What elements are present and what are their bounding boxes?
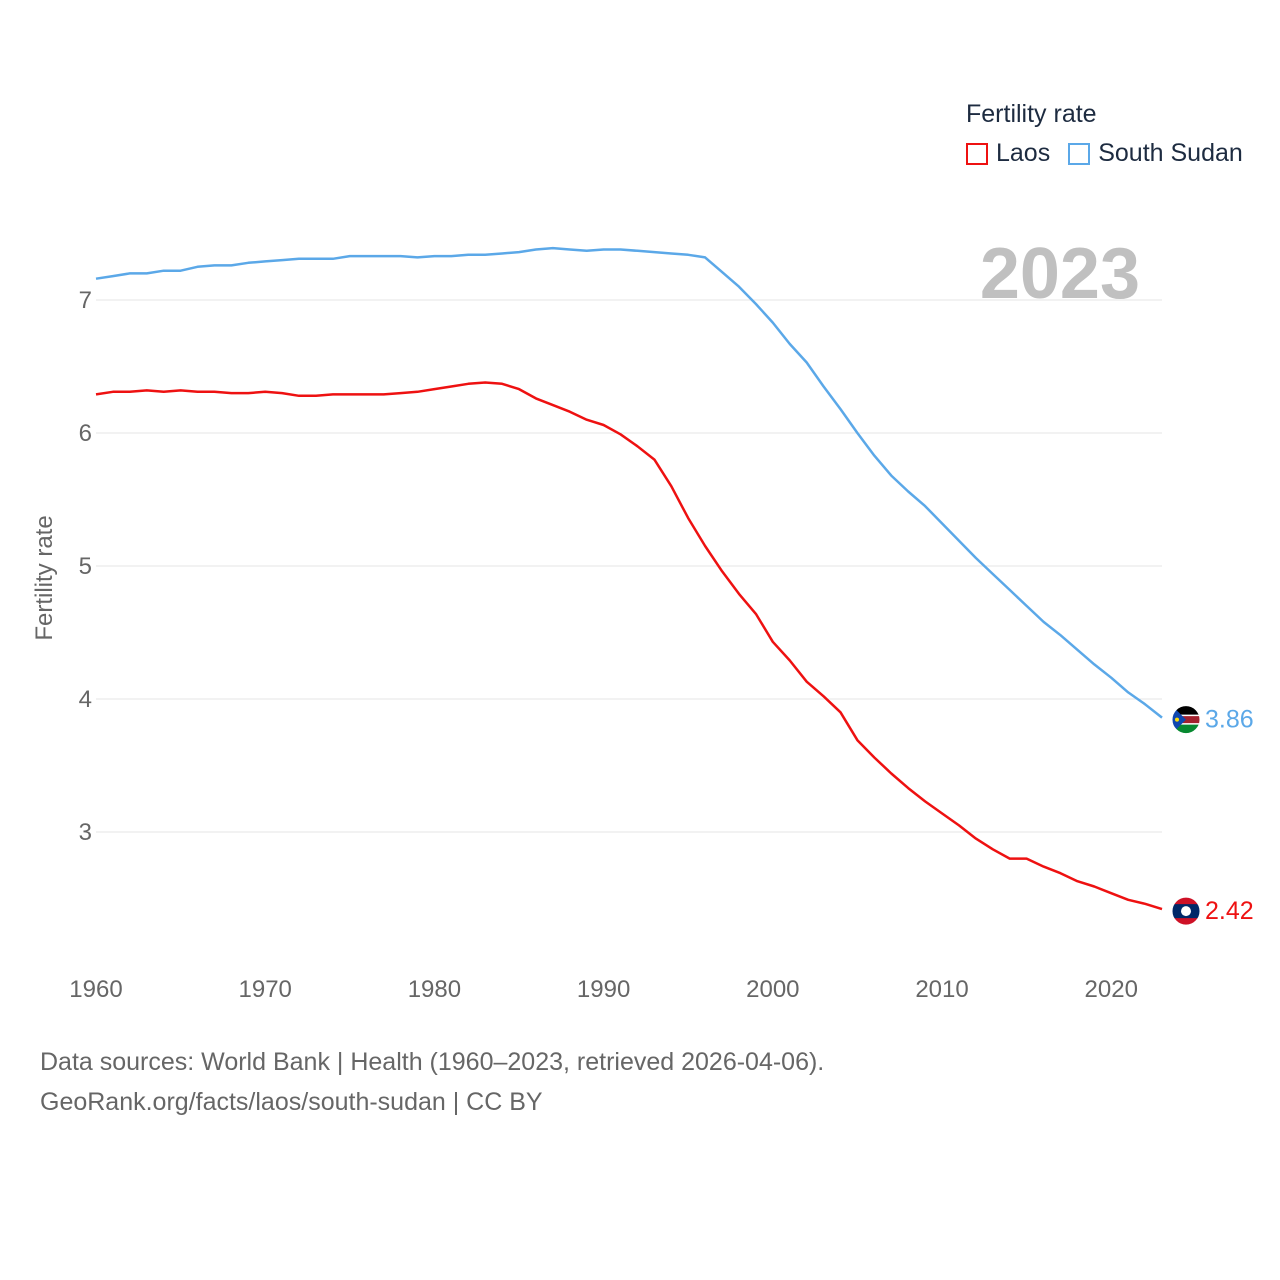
legend-label-laos: Laos [996,139,1051,167]
x-axis-ticks: 1960 1970 1980 1990 2000 2010 2020 [69,976,1138,1003]
x-tick-label-1990: 1990 [577,976,630,1003]
legend-title: Fertility rate [966,100,1097,128]
legend: Fertility rate Laos South Sudan [966,100,1261,168]
legend-item-south-sudan[interactable]: South Sudan [1068,139,1243,168]
series-lines [95,246,1163,911]
flag-marker-laos [1171,896,1201,926]
x-tick-label-1980: 1980 [408,976,461,1003]
legend-swatch-south-sudan [1068,142,1091,165]
source-line-1: Data sources: World Bank | Health (1960–… [40,1048,825,1076]
series-line-laos [95,381,1163,911]
source-line-2: GeoRank.org/facts/laos/south-sudan | CC … [40,1088,543,1116]
y-tick-label-7: 7 [79,287,92,314]
x-tick-label-2020: 2020 [1085,976,1138,1003]
year-label: 2023 [980,234,1140,314]
legend-item-laos[interactable]: Laos [966,139,1050,168]
gridlines [96,299,1162,833]
end-markers: 2.42 3.86 [1171,705,1254,926]
x-tick-label-2000: 2000 [746,976,799,1003]
x-tick-label-2010: 2010 [915,976,968,1003]
legend-label-south-sudan: South Sudan [1098,139,1243,167]
y-axis-label: Fertility rate [31,515,58,640]
y-axis-ticks: 3 4 5 6 7 [79,287,92,846]
source-note: Data sources: World Bank | Health (1960–… [40,1042,824,1122]
x-tick-label-1960: 1960 [69,976,122,1003]
flag-marker-south-sudan [1171,705,1201,735]
legend-swatch-laos [966,142,988,165]
y-tick-label-3: 3 [79,819,92,846]
series-line-south-sudan [95,246,1163,719]
y-tick-label-4: 4 [79,686,92,713]
y-tick-label-5: 5 [79,553,92,580]
end-value-label-south-sudan: 3.86 [1205,706,1254,734]
end-value-label-laos: 2.42 [1205,897,1254,925]
x-tick-label-1970: 1970 [239,976,292,1003]
y-tick-label-6: 6 [79,420,92,447]
